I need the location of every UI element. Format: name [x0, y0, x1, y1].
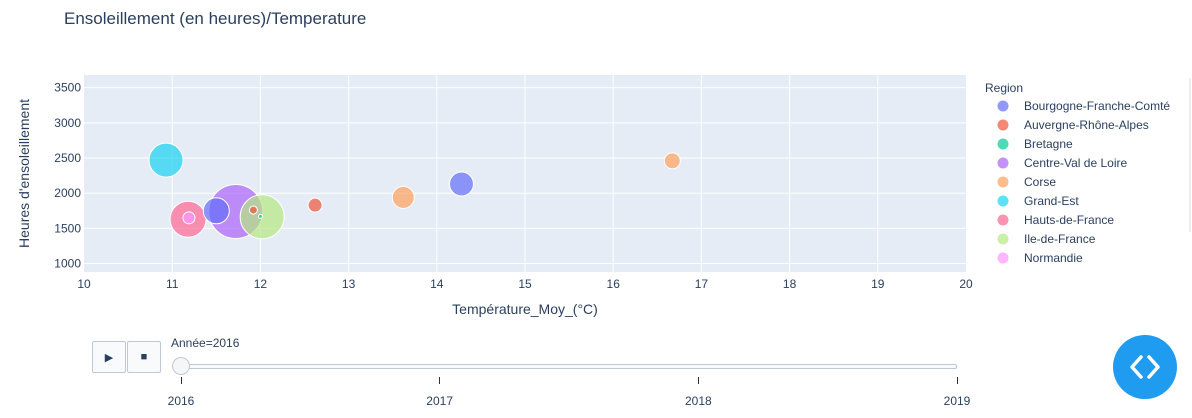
legend-item-label: Hauts-de-France [1024, 213, 1114, 227]
y-tick-label: 3000 [54, 116, 81, 130]
year-slider-track[interactable] [181, 364, 957, 369]
play-button[interactable]: ▶ [92, 341, 126, 373]
scatter-plot: 10 11 12 13 14 15 16 17 18 19 20 1000 1500 2000 2500 30… [16, 75, 1191, 317]
slider-tick [956, 377, 958, 384]
legend-marker [997, 252, 1009, 264]
data-point [182, 211, 196, 225]
x-tick-label: 10 [77, 277, 91, 291]
legend-item-label: Ile-de-France [1024, 232, 1096, 246]
stop-button[interactable]: ■ [127, 341, 161, 373]
slider-step-label[interactable]: 2016 [167, 394, 195, 408]
x-tick-label: 13 [342, 277, 356, 291]
x-tick-label: 14 [430, 277, 444, 291]
slider-tick [439, 377, 441, 384]
data-point [391, 185, 415, 209]
legend-item-label: Corse [1024, 175, 1056, 189]
legend-item-label: Bourgogne-Franche-Comté [1024, 99, 1170, 113]
legend-item-label: Grand-Est [1024, 194, 1079, 208]
legend-marker [997, 195, 1009, 207]
play-icon: ▶ [104, 351, 114, 364]
x-tick-label: 18 [783, 277, 797, 291]
data-point [307, 197, 323, 213]
stop-icon: ■ [140, 351, 148, 363]
y-axis-title: Heures d'ensoleillement [16, 99, 32, 248]
x-tick-label: 16 [607, 277, 621, 291]
legend-item-label: Auvergne-Rhône-Alpes [1024, 118, 1149, 132]
legend-marker [997, 100, 1009, 112]
legend-marker [997, 233, 1009, 245]
legend-marker [997, 214, 1009, 226]
data-point [202, 197, 230, 225]
slider-step-label[interactable]: 2018 [684, 394, 712, 408]
slider-tick [180, 377, 182, 384]
legend-title: Region [985, 81, 1023, 95]
legend-marker [997, 157, 1009, 169]
x-tick-label: 20 [959, 277, 973, 291]
data-point [248, 205, 258, 215]
legend-item-label: Bretagne [1024, 137, 1073, 151]
slider-current-value: Année=2016 [171, 336, 240, 350]
x-tick-label: 12 [254, 277, 268, 291]
data-point [257, 213, 263, 219]
x-tick-label: 19 [871, 277, 885, 291]
legend-item-label: Normandie [1024, 251, 1083, 265]
data-point [448, 171, 474, 197]
slider-step-label[interactable]: 2019 [943, 394, 971, 408]
slider-step-label[interactable]: 2017 [426, 394, 454, 408]
y-tick-label: 1000 [54, 257, 81, 271]
slider-tick [697, 377, 699, 384]
x-axis-title: Température_Moy_(°C) [452, 301, 598, 317]
x-tick-label: 11 [166, 277, 179, 291]
legend-item-label: Centre-Val de Loire [1024, 156, 1127, 170]
code-icon [1130, 355, 1160, 379]
code-view-button[interactable] [1113, 335, 1177, 399]
x-tick-label: 17 [695, 277, 709, 291]
legend-marker [997, 119, 1009, 131]
y-tick-label: 3500 [54, 81, 81, 95]
legend-marker [997, 138, 1009, 150]
data-point [663, 152, 681, 170]
x-tick-label: 15 [518, 277, 532, 291]
year-slider-handle[interactable] [172, 357, 190, 375]
y-tick-label: 2500 [54, 151, 81, 165]
data-point [148, 142, 184, 178]
y-tick-label: 2000 [54, 186, 81, 200]
chart-title: Ensoleillement (en heures)/Temperature [64, 9, 367, 28]
legend-marker [997, 176, 1009, 188]
y-tick-label: 1500 [54, 221, 81, 235]
